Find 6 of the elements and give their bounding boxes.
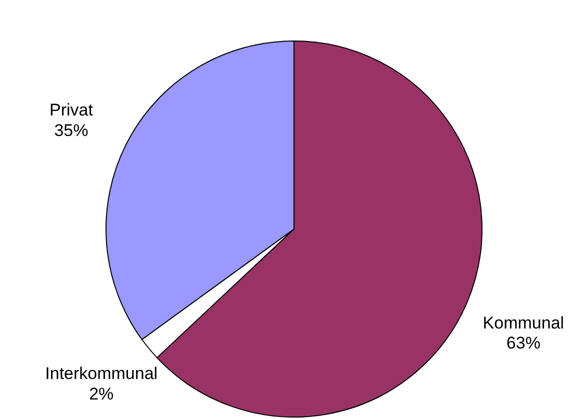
data-label: 35% bbox=[54, 120, 88, 140]
slice-label: Privat bbox=[50, 100, 94, 120]
slice-label: Interkommunal bbox=[45, 364, 158, 383]
slice-label: Kommunal bbox=[482, 313, 564, 332]
data-label: 63% bbox=[506, 334, 540, 353]
data-label: 2% bbox=[89, 384, 114, 404]
